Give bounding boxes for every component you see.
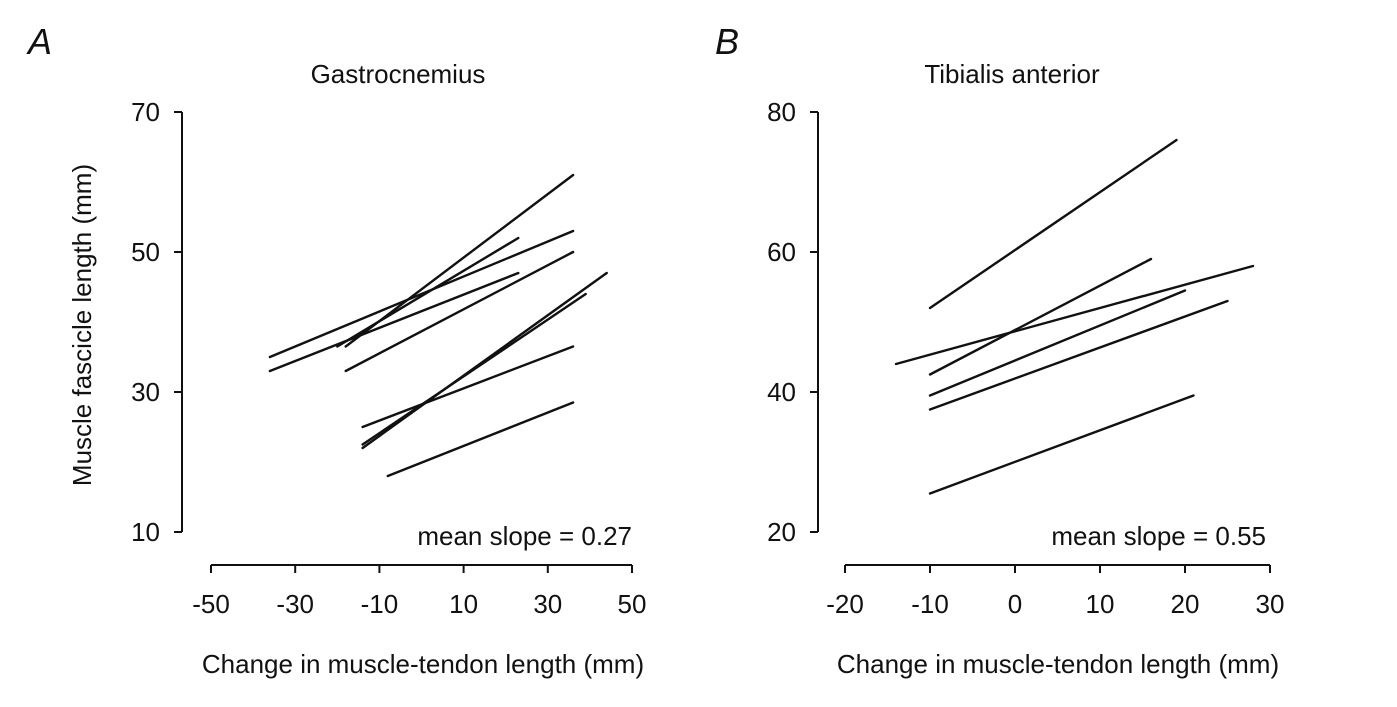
y-axis-label: Muscle fascicle length (mm) (67, 164, 97, 486)
x-tick-label: -20 (826, 589, 864, 619)
x-tick-label: -10 (911, 589, 949, 619)
y-tick-label: 20 (767, 517, 796, 547)
mean-slope-annotation: mean slope = 0.55 (1051, 521, 1266, 551)
data-line (268, 271, 520, 373)
x-tick-label: 10 (1086, 589, 1115, 619)
data-lines (894, 138, 1255, 495)
x-tick-label: 10 (449, 589, 478, 619)
data-line (336, 236, 520, 348)
x-tick-label: -10 (361, 589, 399, 619)
y-tick-label: 70 (131, 97, 160, 127)
y-tick-label: 10 (131, 517, 160, 547)
data-line (386, 401, 575, 478)
data-line (361, 345, 575, 429)
x-tick-label: -30 (276, 589, 314, 619)
data-lines (268, 173, 608, 478)
y-tick-label: 40 (767, 377, 796, 407)
data-line (344, 250, 575, 373)
chart-title: Tibialis anterior (924, 59, 1100, 89)
tick-labels: 20 40 60 80 -20 -10 0 10 20 30 (767, 97, 1284, 619)
panel-gastrocnemius: A Gastrocnemius Muscle fascicle length (… (26, 21, 646, 679)
data-line (928, 289, 1187, 397)
chart-title: Gastrocnemius (311, 59, 486, 89)
data-line (928, 138, 1178, 310)
x-tick-label: 30 (1256, 589, 1285, 619)
data-line (928, 299, 1229, 411)
panel-letter: B (715, 21, 739, 62)
y-tick-label: 60 (767, 237, 796, 267)
data-line (361, 292, 587, 446)
x-tick-label: 30 (533, 589, 562, 619)
x-axis-label: Change in muscle-tendon length (mm) (202, 649, 644, 679)
x-tick-label: -50 (192, 589, 230, 619)
data-line (361, 271, 608, 450)
tick-labels: 10 30 50 70 -50 -30 -10 10 30 50 (131, 97, 646, 619)
data-line (928, 257, 1153, 376)
data-line (894, 264, 1255, 366)
y-tick-label: 80 (767, 97, 796, 127)
panel-letter: A (26, 21, 52, 62)
x-tick-label: 50 (618, 589, 647, 619)
y-tick-label: 50 (131, 237, 160, 267)
x-axis-label: Change in muscle-tendon length (mm) (837, 649, 1279, 679)
panel-tibialis-anterior: B Tibialis anterior Change in muscle-ten… (715, 21, 1284, 679)
data-line (344, 173, 575, 348)
x-tick-label: 20 (1171, 589, 1200, 619)
y-tick-label: 30 (131, 377, 160, 407)
data-line (268, 229, 575, 359)
x-tick-label: 0 (1008, 589, 1022, 619)
data-line (928, 394, 1195, 495)
mean-slope-annotation: mean slope = 0.27 (417, 521, 632, 551)
